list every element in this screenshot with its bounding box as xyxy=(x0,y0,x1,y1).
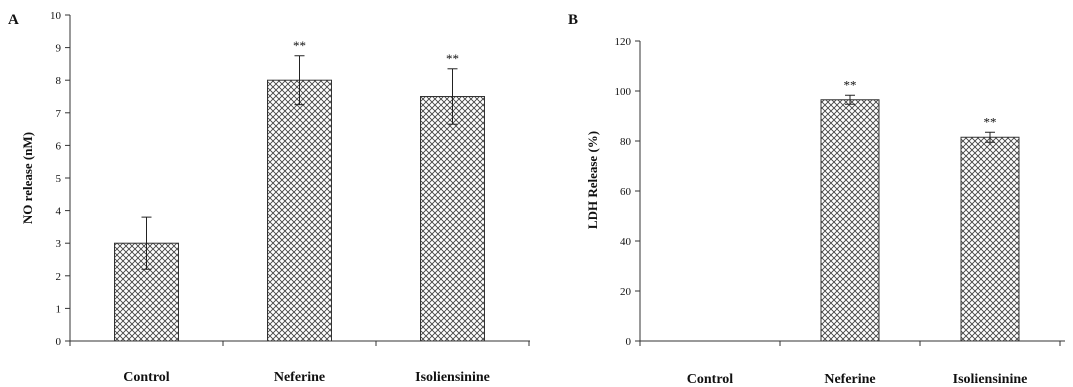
plot-area-b: 0 20 40 60 80 100 120 Control ** Neferine ** Isolie… xyxy=(615,36,1065,387)
y-tick-label-a: 1 xyxy=(56,303,62,315)
y-tick-label-b: 120 xyxy=(615,36,632,48)
y-tick-label-b: 60 xyxy=(620,186,632,198)
category-label-b: Isoliensinine xyxy=(953,372,1028,387)
significance-label-b: ** xyxy=(844,77,857,92)
y-tick-label-a: 4 xyxy=(56,206,62,218)
y-axis-title-a: NO release (nM) xyxy=(20,132,35,224)
panel-label-b: B xyxy=(568,12,578,28)
y-tick-label-a: 9 xyxy=(56,43,62,55)
chart-panel-b: B LDH Release (%) 0 20 40 60 80 100 120 Control… xyxy=(568,12,1065,387)
y-tick-label-b: 100 xyxy=(615,86,632,98)
significance-label-b: ** xyxy=(984,114,997,129)
y-tick-label-b: 0 xyxy=(626,336,632,348)
y-tick-label-a: 3 xyxy=(56,238,62,250)
y-tick-label-a: 0 xyxy=(56,336,62,348)
bar-a-isoliensinine xyxy=(420,96,485,342)
y-tick-label-b: 20 xyxy=(620,286,632,298)
significance-label-a: ** xyxy=(293,38,306,53)
bar-b-isoliensinine xyxy=(960,136,1020,342)
category-label-a: Isoliensinine xyxy=(415,370,490,385)
category-label-a: Control xyxy=(123,370,170,385)
panel-label-a: A xyxy=(8,12,19,28)
y-tick-label-b: 80 xyxy=(620,136,632,148)
y-tick-label-a: 8 xyxy=(56,75,62,87)
y-tick-label-a: 7 xyxy=(56,108,62,120)
y-axis-title-b: LDH Release (%) xyxy=(585,131,600,229)
plot-area-a: 0 1 2 3 4 5 6 7 8 9 10 Control ** Neferine ** Isoliensi… xyxy=(50,10,530,385)
chart-panel-a: A NO release (nM) 0 1 2 3 4 5 6 7 8 9 10 Control ** N… xyxy=(8,10,530,385)
bar-a-neferine xyxy=(267,79,332,342)
significance-label-a: ** xyxy=(446,51,459,66)
category-label-b: Control xyxy=(687,372,734,387)
y-tick-label-a: 6 xyxy=(56,140,62,152)
category-label-b: Neferine xyxy=(824,372,875,387)
category-label-a: Neferine xyxy=(274,370,325,385)
y-tick-label-a: 5 xyxy=(56,173,62,185)
bar-b-neferine xyxy=(820,99,880,342)
y-tick-label-b: 40 xyxy=(620,236,632,248)
y-tick-label-a: 10 xyxy=(50,10,62,22)
y-tick-label-a: 2 xyxy=(56,271,62,283)
